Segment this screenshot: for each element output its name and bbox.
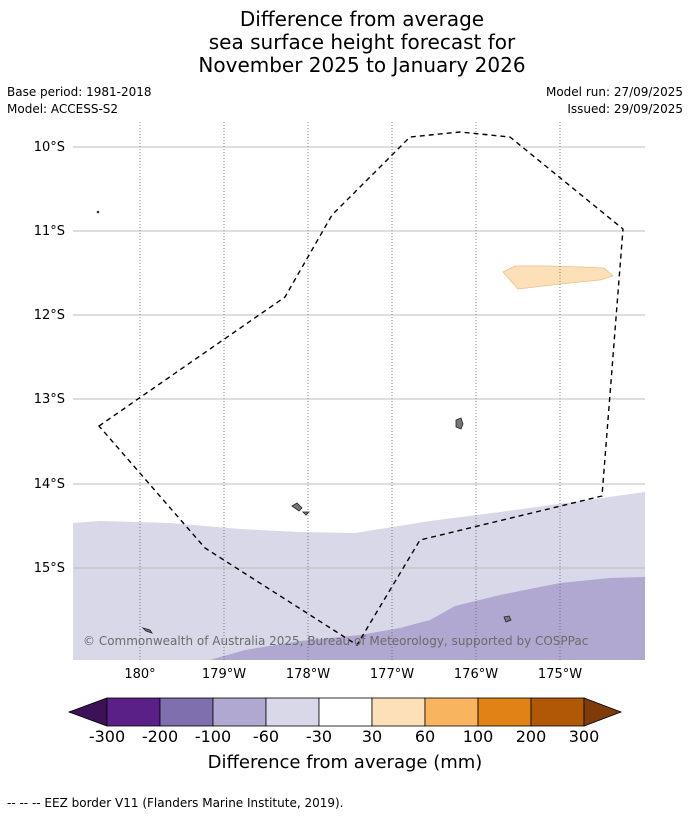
longitude-labels: 180° 179°W 178°W 177°W 176°W 175°W xyxy=(124,667,582,682)
meta-left: Base period: 1981-2018 Model: ACCESS-S2 xyxy=(7,84,152,118)
colorbar-label-4: -60 xyxy=(252,727,280,746)
lat-label-12s: 12°S xyxy=(34,308,65,323)
chart-title: Difference from average sea surface heig… xyxy=(0,8,690,77)
colorbar-label-5: -30 xyxy=(305,727,333,746)
colorbar-segment-5 xyxy=(318,697,373,727)
title-line-1: Difference from average xyxy=(239,7,485,31)
island-northeast xyxy=(455,417,464,430)
colorbar-label-3: -100 xyxy=(194,727,232,746)
anomaly-region-medium xyxy=(210,577,645,660)
island-southwest xyxy=(141,627,153,634)
colorbar-label-1: -300 xyxy=(88,727,126,746)
lon-label-175w: 175°W xyxy=(538,667,582,682)
colorbar-segment-3 xyxy=(212,697,267,727)
copyright-notice: © Commonwealth of Australia 2025, Bureau… xyxy=(83,634,588,648)
title-line-3: November 2025 to January 2026 xyxy=(198,53,526,77)
colorbar-extend-high xyxy=(583,697,623,727)
eez-border xyxy=(97,131,624,646)
island-southeast xyxy=(503,615,512,623)
forecast-map: 10°S 11°S 12°S 13°S 14°S 15°S 180° 179°W… xyxy=(34,122,645,682)
title-line-2: sea surface height forecast for xyxy=(208,30,516,54)
lat-label-13s: 13°S xyxy=(34,392,65,407)
island-central-a xyxy=(291,502,303,512)
colorbar-segment-9 xyxy=(530,697,585,727)
lon-label-176w: 176°W xyxy=(454,667,498,682)
colorbar-label-2: -200 xyxy=(141,727,179,746)
lat-label-15s: 15°S xyxy=(34,561,65,576)
colorbar xyxy=(67,697,623,727)
lon-label-177w: 177°W xyxy=(370,667,414,682)
islands xyxy=(96,210,512,634)
issued-date: Issued: 29/09/2025 xyxy=(567,102,683,116)
lat-label-10s: 10°S xyxy=(34,140,65,155)
colorbar-label-7: 60 xyxy=(414,727,436,746)
colorbar-label-9: 200 xyxy=(515,727,547,746)
island-central-b xyxy=(302,511,310,516)
lat-label-14s: 14°S xyxy=(34,477,65,492)
colorbar-label-10: 300 xyxy=(568,727,600,746)
meta-right: Model run: 27/09/2025 Issued: 29/09/2025 xyxy=(546,84,683,118)
lon-label-178w: 178°W xyxy=(286,667,330,682)
latitude-gridlines xyxy=(73,146,645,569)
colorbar-segment-6 xyxy=(371,697,426,727)
base-period: Base period: 1981-2018 xyxy=(7,85,152,99)
colorbar-label-8: 100 xyxy=(462,727,494,746)
lat-label-11s: 11°S xyxy=(34,224,65,239)
anomaly-region-positive xyxy=(502,265,614,290)
colorbar-segment-1 xyxy=(106,697,161,727)
colorbar-label-6: 30 xyxy=(361,727,383,746)
colorbar-segment-2 xyxy=(159,697,214,727)
island-dot-northwest xyxy=(96,210,100,214)
colorbar-extend-low xyxy=(67,697,108,727)
lon-label-179w: 179°W xyxy=(202,667,246,682)
eez-footnote: -- -- -- EEZ border V11 (Flanders Marine… xyxy=(7,796,344,810)
model-name: Model: ACCESS-S2 xyxy=(7,102,119,116)
colorbar-labels: -300 -200 -100 -60 -30 30 60 100 200 300 xyxy=(0,727,690,747)
colorbar-segment-4 xyxy=(265,697,320,727)
lon-label-180: 180° xyxy=(124,667,155,682)
colorbar-title: Difference from average (mm) xyxy=(207,752,483,773)
colorbar-segment-7 xyxy=(424,697,479,727)
colorbar-segment-8 xyxy=(477,697,532,727)
latitude-labels: 10°S 11°S 12°S 13°S 14°S 15°S xyxy=(34,140,65,576)
model-run: Model run: 27/09/2025 xyxy=(545,85,683,99)
